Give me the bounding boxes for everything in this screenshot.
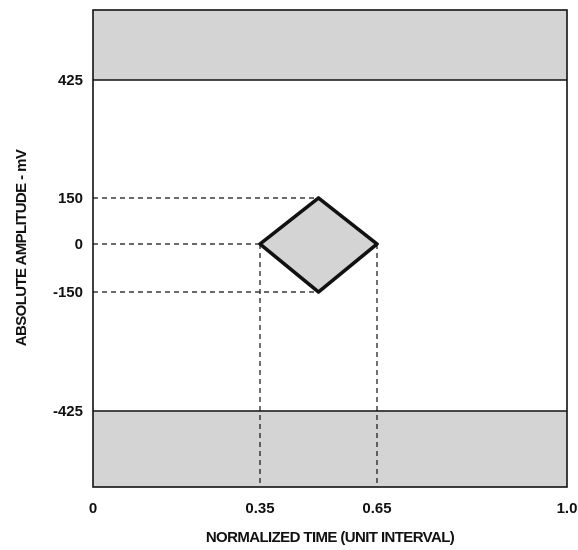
x-tick-label: 0.35 — [245, 500, 274, 517]
x-tick-label: 0 — [89, 500, 97, 517]
y-tick-labels: 425 150 0 -150 -425 — [53, 72, 83, 420]
plot-frame — [92, 9, 568, 488]
x-tick-labels: 0 0.35 0.65 1.0 — [89, 500, 578, 517]
forbidden-region-upper — [93, 10, 567, 80]
eye-mask-group — [258, 196, 379, 294]
x-tick-label: 1.0 — [557, 500, 578, 517]
forbidden-regions — [93, 10, 567, 487]
y-axis-title: ABSOLUTE AMPLITUDE - mV — [13, 149, 30, 346]
eye-mask-diamond — [258, 196, 379, 294]
y-tick-label: 0 — [75, 236, 83, 253]
forbidden-region-lower — [93, 411, 567, 487]
y-tick-label: -425 — [53, 403, 83, 420]
x-axis-title: NORMALIZED TIME (UNIT INTERVAL) — [206, 529, 455, 546]
x-tick-label: 0.65 — [362, 500, 391, 517]
dashed-guide-lines — [93, 197, 378, 487]
y-tick-label: -150 — [53, 284, 83, 301]
y-tick-label: 425 — [58, 72, 83, 89]
y-tick-label: 150 — [58, 190, 83, 207]
